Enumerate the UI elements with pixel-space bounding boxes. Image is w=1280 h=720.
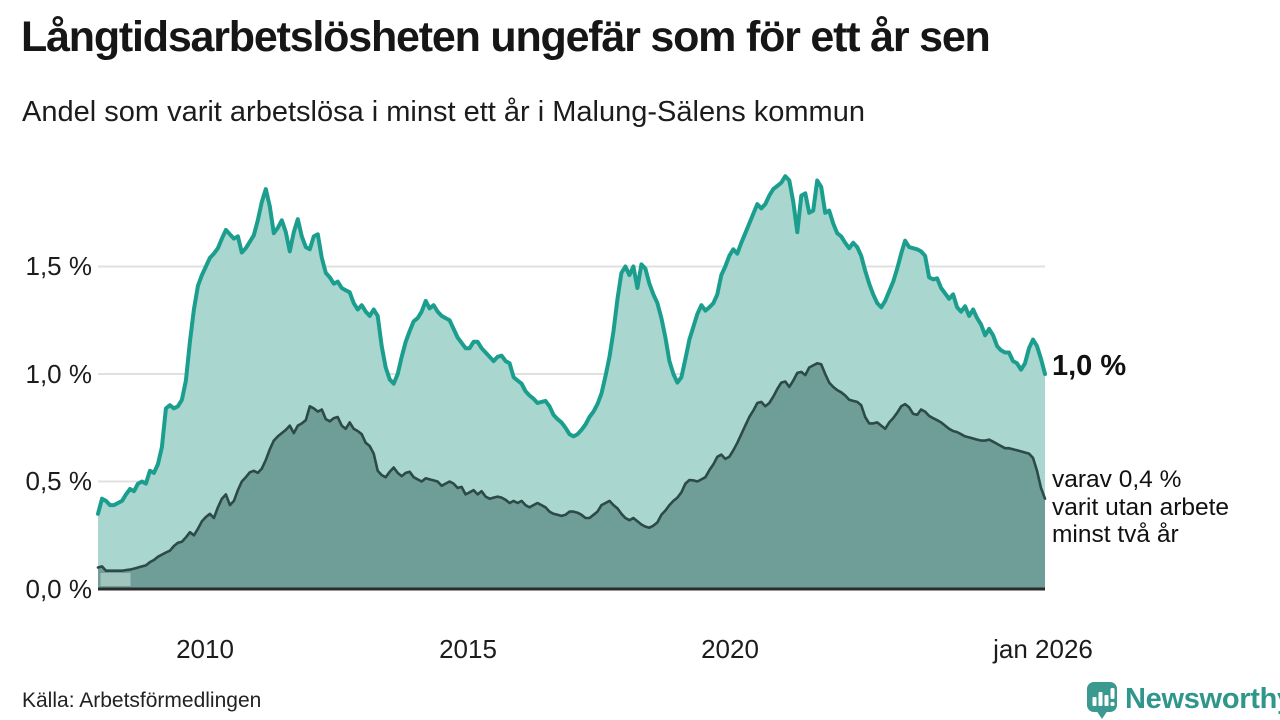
series2-end-annotation: varav 0,4 % varit utan arbete minst två … (1052, 466, 1229, 549)
x-axis-tick-label: jan 2026 (993, 634, 1093, 664)
page-title: Långtidsarbetslösheten ungefär som för e… (21, 13, 991, 61)
series1-end-value-label: 1,0 % (1052, 350, 1127, 382)
newsworthy-brand-name: Newsworthy (1125, 683, 1280, 715)
fill-artifact-patch (100, 573, 131, 586)
annotation-line: varav 0,4 % (1052, 466, 1182, 493)
page-subtitle: Andel som varit arbetslösa i minst ett å… (22, 96, 865, 128)
x-axis-tick-label: 2015 (439, 634, 497, 664)
annotation-line: varit utan arbete (1052, 493, 1230, 521)
y-axis-tick-label: 1,0 % (25, 359, 93, 389)
series2-line (96, 362, 1047, 572)
x-axis-tick-label: 2010 (176, 634, 234, 664)
series1-line (96, 174, 1047, 516)
series2-area-fill (98, 363, 1045, 589)
annotation-line: minst två år (1052, 521, 1179, 548)
y-axis-tick-label: 1,5 % (25, 251, 93, 281)
source-credit: Källa: Arbetsförmedlingen (22, 689, 262, 712)
x-axis-tick-label: 2020 (701, 634, 759, 664)
newsworthy-logo-icon (1087, 682, 1117, 719)
y-axis-tick-label: 0,0 % (25, 574, 93, 604)
y-axis-tick-label: 0,5 % (25, 466, 93, 496)
